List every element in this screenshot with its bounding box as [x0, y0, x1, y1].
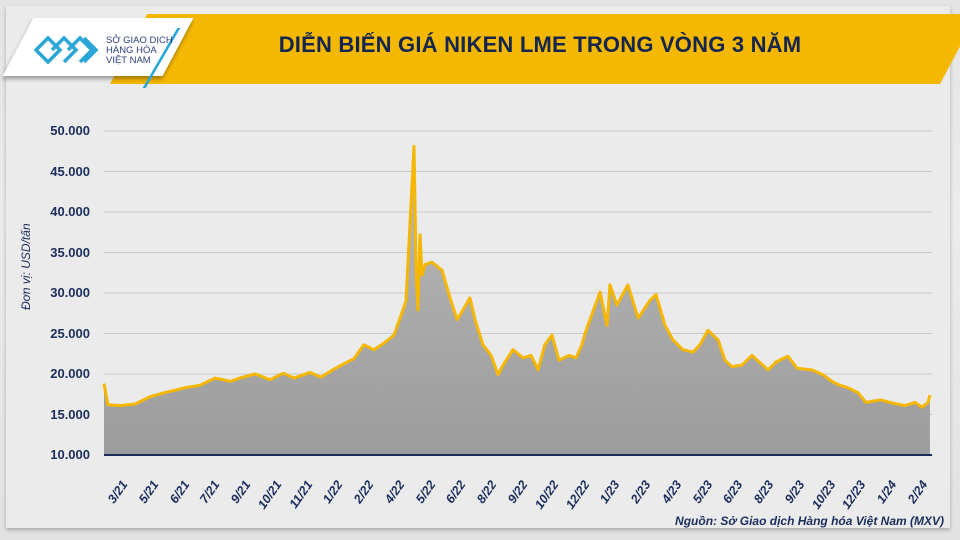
- chart-title: DIỄN BIẾN GIÁ NIKEN LME TRONG VÒNG 3 NĂM: [278, 32, 802, 57]
- logo-line-1: SỞ GIAO DỊCH: [106, 35, 173, 46]
- series-line: [102, 144, 932, 409]
- y-tick-label: 20.000: [50, 366, 90, 381]
- logo-text: SỞ GIAO DỊCH HÀNG HÓA VIỆT NAM: [106, 36, 173, 66]
- mxv-logo-icon: [34, 35, 99, 65]
- y-tick-label: 25.000: [50, 325, 90, 341]
- y-tick-label: 45.000: [50, 163, 90, 179]
- y-tick-label: 40.000: [50, 204, 90, 219]
- y-tick-label: 30.000: [50, 285, 90, 300]
- y-tick-label: 35.000: [50, 244, 90, 260]
- y-tick-label: 10.000: [50, 447, 90, 462]
- logo-line-3: VIỆT NAM: [106, 55, 151, 66]
- area-fill: [104, 146, 930, 455]
- y-tick-label: 50.000: [50, 123, 90, 138]
- y-tick-label: 15.000: [50, 406, 90, 422]
- logo-line-2: HÀNG HÓA: [106, 45, 157, 56]
- source-note: Nguồn: Sở Giao dịch Hàng hóa Việt Nam (M…: [675, 514, 944, 528]
